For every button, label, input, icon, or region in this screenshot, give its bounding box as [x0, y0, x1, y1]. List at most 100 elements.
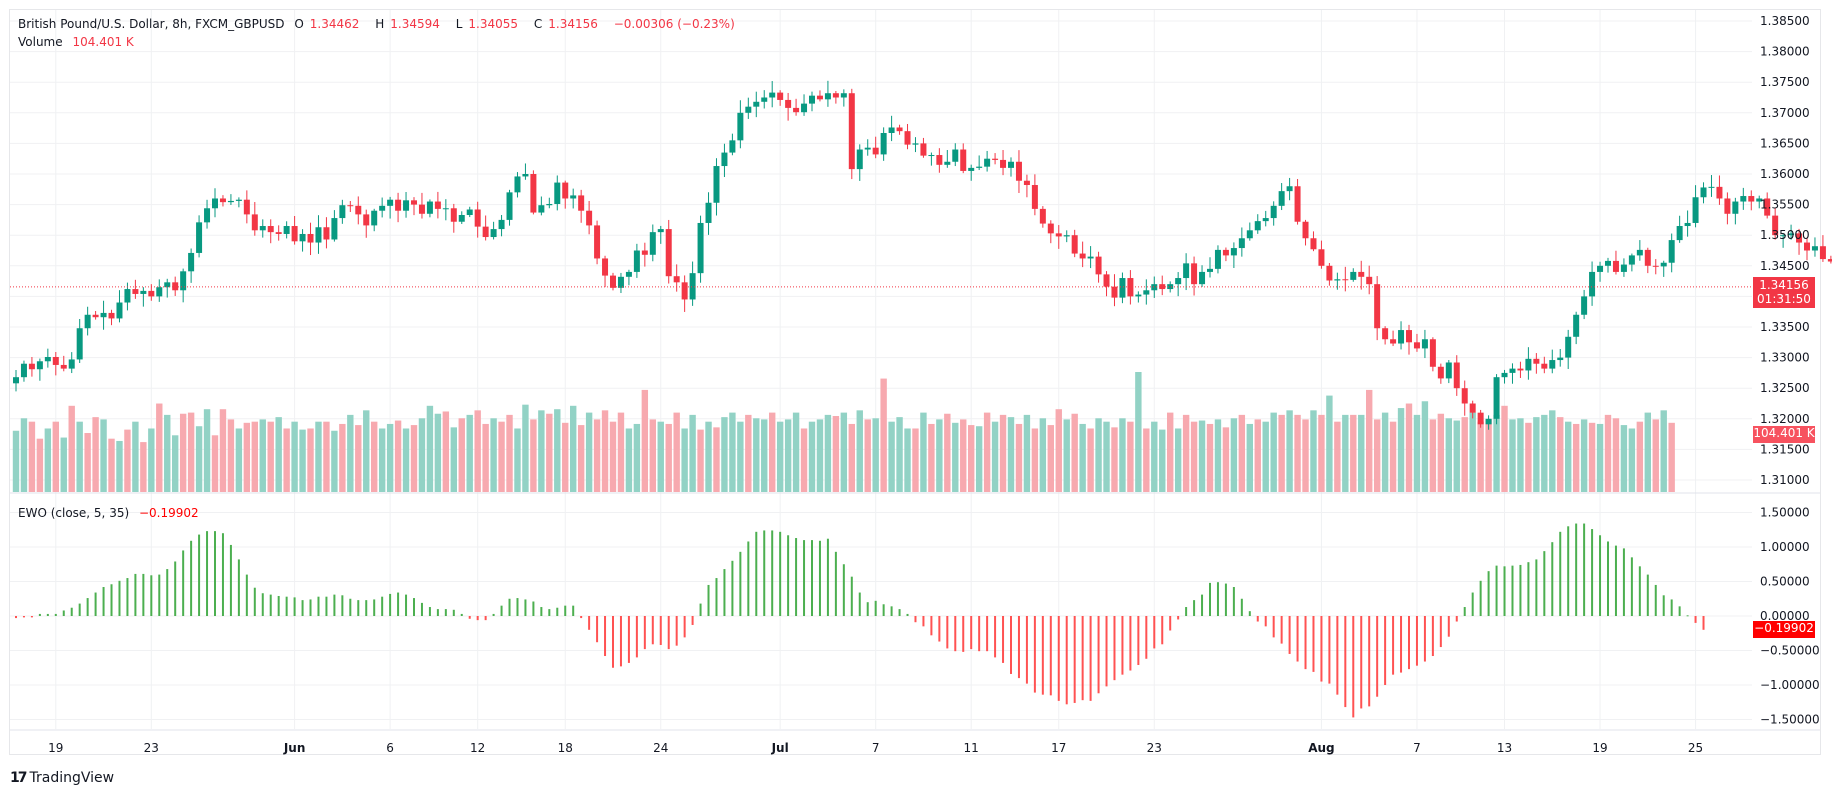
ewo-bar — [675, 616, 678, 646]
volume-bar — [187, 412, 195, 492]
volume-bar — [1206, 423, 1214, 492]
ewo-bar — [1153, 616, 1156, 649]
candle-body — [13, 377, 19, 384]
ewo-tick-label: 1.50000 — [1760, 506, 1810, 520]
candle-body — [816, 95, 823, 100]
candle-body — [235, 199, 242, 201]
ewo-bar — [683, 616, 686, 638]
candle-body — [538, 205, 545, 213]
candle-body — [1811, 246, 1818, 251]
candle-body — [952, 149, 959, 162]
time-tick-label: 23 — [144, 741, 159, 755]
ewo-bar — [484, 616, 487, 621]
ewo-bar — [1129, 616, 1132, 671]
ewo-bar — [436, 609, 439, 616]
ewo-bar — [572, 605, 575, 616]
candle-body — [809, 95, 815, 104]
candle-body — [251, 214, 258, 231]
ewo-bar — [1479, 580, 1482, 616]
volume-bar — [307, 428, 314, 492]
volume-bar — [1525, 422, 1532, 492]
candle-body — [1207, 268, 1213, 272]
candle-body — [212, 198, 218, 209]
ewo-bar — [1320, 616, 1323, 682]
ewo-bar — [659, 616, 662, 645]
volume-bar — [1278, 414, 1285, 492]
ewo-bar — [1272, 616, 1275, 638]
volume-bar — [1612, 418, 1620, 492]
ewo-bar — [1145, 616, 1148, 659]
time-axis[interactable]: 19 23 Jun 6 12 18 24 Jul 7 11 17 23 Aug 7 13 19 25 — [48, 741, 1703, 755]
volume-bar — [418, 418, 426, 492]
candle-body — [976, 166, 983, 168]
candle-body — [219, 198, 226, 203]
candle-body — [1302, 221, 1309, 239]
ewo-label[interactable]: EWO (close, 5, 35) — [18, 506, 130, 520]
candle-body — [514, 176, 521, 193]
volume-bar — [999, 414, 1007, 492]
candle-body — [1286, 186, 1293, 192]
volume-bar — [776, 421, 784, 492]
volume-bar — [371, 421, 378, 492]
ewo-bar — [1073, 616, 1076, 703]
candle-body — [1167, 284, 1174, 290]
ewo-series — [15, 523, 1705, 718]
volume-bar — [1095, 418, 1102, 492]
time-tick-label: Jun — [283, 741, 306, 755]
volume-bar — [800, 428, 808, 492]
volume-bar — [1286, 410, 1293, 492]
volume-bar — [1453, 420, 1460, 492]
candle-body — [777, 92, 784, 100]
price-axis[interactable]: 1.38500 1.38000 1.37500 1.37000 1.36500 1.360… — [1760, 14, 1810, 487]
volume-bar — [538, 410, 545, 492]
candle-body — [490, 229, 497, 238]
ewo-bar — [317, 596, 320, 616]
candle-body — [1636, 249, 1643, 256]
volume-bar — [705, 421, 712, 492]
volume-bar — [896, 417, 903, 492]
time-tick-label: 17 — [1051, 741, 1066, 755]
ewo-bar — [293, 597, 296, 616]
candle-body — [729, 140, 736, 153]
candle-body — [649, 232, 656, 255]
tradingview-brand[interactable]: 17 TradingView — [10, 770, 114, 786]
volume-bar — [315, 421, 322, 492]
candle-body — [1501, 372, 1508, 378]
ewo-bar — [150, 575, 153, 616]
volume-bar — [1596, 423, 1604, 492]
symbol-title[interactable]: British Pound/U.S. Dollar, 8h, FXCM_GBPU… — [18, 17, 285, 31]
candle-body — [20, 363, 27, 378]
volume-bar — [1660, 410, 1667, 492]
ewo-bar — [22, 616, 25, 618]
volume-bar — [983, 412, 991, 492]
ewo-bar — [1614, 545, 1617, 616]
volume-bar — [1182, 414, 1190, 492]
candle-body — [840, 93, 847, 98]
ewo-bar — [1232, 587, 1235, 616]
price-tick-label: 1.37500 — [1760, 75, 1810, 89]
legend-ewo: EWO (close, 5, 35) −0.19902 — [18, 506, 205, 520]
ewo-bar — [1288, 616, 1291, 654]
ewo-bar — [970, 616, 973, 650]
ewo-bar — [1328, 616, 1331, 684]
candle-body — [44, 356, 51, 362]
ewo-bar — [596, 616, 599, 643]
ewo-axis[interactable]: 1.50000 1.00000 0.50000 0.00000 −0.50000 −1.0… — [1760, 506, 1820, 727]
candle-body — [641, 250, 648, 255]
ewo-bar — [1384, 616, 1387, 685]
candle-body — [1278, 191, 1285, 206]
volume-label[interactable]: Volume — [18, 35, 63, 49]
ewo-bar — [1678, 606, 1681, 616]
candle-body — [578, 195, 585, 211]
ewo-bar — [1519, 564, 1522, 616]
volume-bar — [1015, 423, 1023, 492]
candle-body — [418, 204, 425, 214]
ewo-bar — [253, 587, 256, 616]
volume-bar — [1047, 425, 1054, 492]
volume-bar — [1580, 419, 1588, 492]
volume-bar — [1636, 421, 1644, 492]
candle-body — [1183, 263, 1190, 279]
ewo-bar — [214, 531, 216, 616]
ewo-bar — [1296, 616, 1299, 662]
